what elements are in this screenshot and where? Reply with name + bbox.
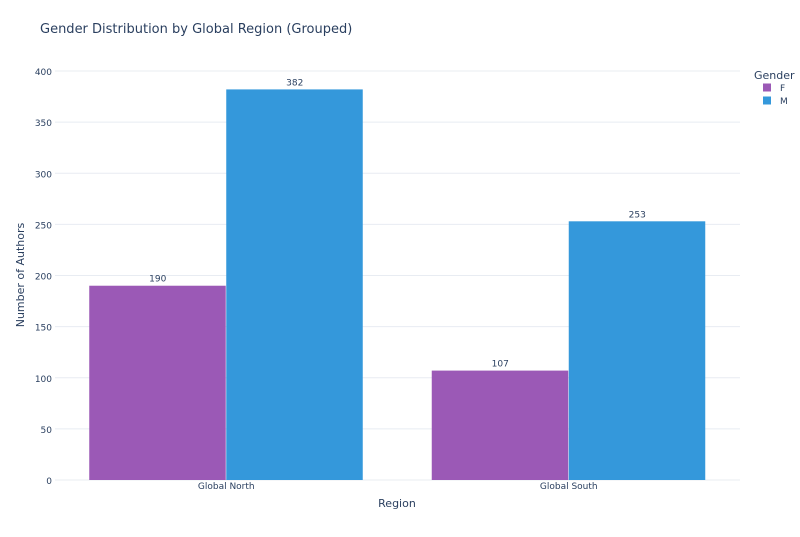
legend: Gender FM — [754, 69, 795, 107]
bar-m-1 — [568, 221, 706, 480]
y-tick-label: 400 — [35, 68, 52, 78]
y-tick-label: 150 — [35, 324, 52, 334]
legend-items: FM — [763, 83, 788, 107]
axes: 0 50 100 150 200 250 300 350 400 Global North Glob… — [35, 68, 598, 492]
y-tick-label: 300 — [35, 170, 52, 180]
legend-swatch-m — [763, 96, 771, 105]
legend-label-m: M — [780, 97, 788, 107]
x-tick-label: Global North — [198, 482, 255, 492]
y-tick-label: 200 — [35, 273, 52, 283]
data-labels: 190 382 107 253 — [149, 78, 646, 369]
bar-m-0 — [226, 89, 363, 480]
bar-f-0 — [89, 285, 226, 480]
y-tick-label: 100 — [35, 375, 52, 385]
bar-f-1 — [431, 370, 569, 480]
data-label: 382 — [286, 78, 303, 88]
y-tick-label: 350 — [35, 119, 52, 129]
y-tick-label: 250 — [35, 221, 52, 231]
y-tick-label: 50 — [41, 426, 53, 436]
y-tick-label: 0 — [46, 477, 52, 487]
data-label: 107 — [492, 360, 509, 370]
legend-swatch-f — [763, 83, 771, 92]
bars — [89, 89, 706, 480]
chart-title: Gender Distribution by Global Region (Gr… — [40, 22, 352, 37]
legend-label-f: F — [780, 84, 785, 94]
data-label: 190 — [149, 275, 166, 285]
x-axis-title: Region — [378, 497, 416, 510]
y-axis-title: Number of Authors — [14, 222, 27, 327]
x-tick-label: Global South — [540, 482, 598, 492]
legend-title: Gender — [754, 69, 795, 82]
data-label: 253 — [629, 210, 646, 220]
